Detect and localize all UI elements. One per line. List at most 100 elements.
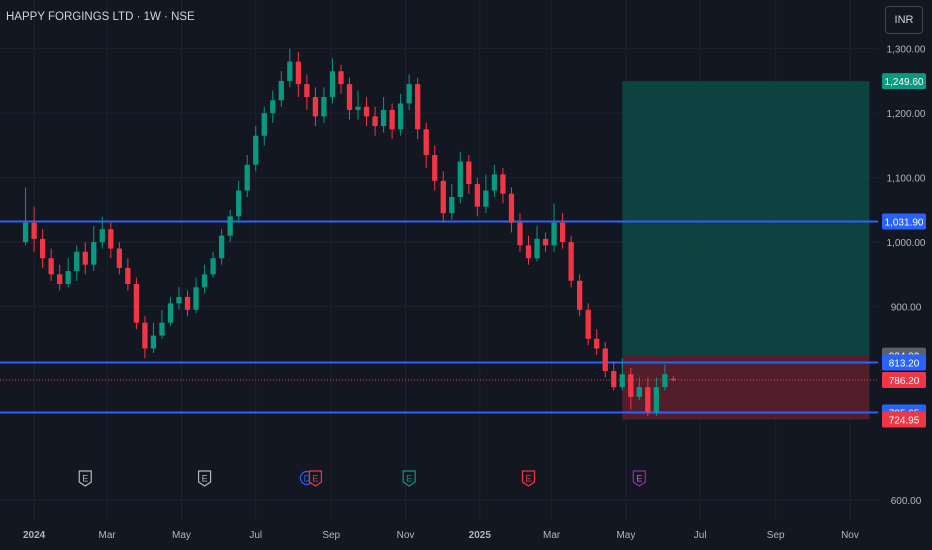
candle [397,93,404,136]
candle [491,164,498,197]
candle-body [201,274,208,288]
candle [329,58,336,104]
candle-body [466,161,472,185]
candle-body [74,251,80,272]
candle-body [474,184,481,207]
candle-body [108,229,114,249]
candle-body [184,296,191,310]
earnings-marker[interactable]: E [308,470,322,487]
candle-body [559,222,566,243]
candle [559,213,566,249]
event-letter: E [202,474,208,484]
price-label-box [882,213,926,230]
candle [82,242,88,275]
horizontal-lines[interactable] [0,220,878,414]
earnings-icon [308,470,322,487]
currency-button[interactable]: INR [885,6,923,34]
candle [500,167,506,204]
candle-body [57,274,63,285]
earnings-marker[interactable]: E [197,470,212,487]
candle [406,74,412,110]
candle-body [253,135,259,165]
candle [48,248,54,281]
candle [278,71,284,107]
candle [91,225,97,272]
earnings-marker[interactable]: E [402,470,416,487]
candle [201,264,208,294]
candle [602,342,608,378]
candle [193,277,199,314]
price-label-text: 1,249.60 [885,77,924,88]
candle-body [287,61,293,81]
profit-zone[interactable] [622,81,870,356]
candle [577,274,583,317]
x-tick-label: May [172,530,191,541]
candle-body [423,129,429,156]
candle-body [99,229,105,243]
candle-body [534,238,540,259]
candle [534,225,540,262]
y-tick-label: 1,300.00 [887,45,926,56]
candle-body [389,109,395,130]
x-tick-label: Jul [694,530,707,541]
candle-body [167,303,174,323]
candle-body [176,296,182,304]
candle-body [611,371,617,388]
price-axis[interactable]: 600.00 900.00 1,000.00 1,100.00 1,200.00 1,30… [887,45,926,507]
candle [253,126,259,172]
price-label-text: 1,031.90 [885,218,924,229]
price-label-text: 724.95 [889,415,920,426]
earnings-marker[interactable]: E [78,470,92,487]
candle-body [542,238,549,246]
event-letter: E [636,474,642,484]
candle-body [491,174,498,191]
candle-body [457,161,463,197]
candle [74,245,80,281]
candle-body [662,374,668,388]
candle [611,361,617,391]
candle-body [65,271,71,285]
event-letter: D [304,474,311,484]
candle [39,229,46,268]
candle [227,209,233,243]
candle-body [602,348,608,372]
time-axis[interactable]: 2024 Mar May Jul Sep Nov 2025 Mar May Jul Sep Nov [23,530,859,541]
stop-loss-zone[interactable] [622,355,870,420]
earnings-marker[interactable]: E [632,470,646,487]
price-label-line: 813.20 [882,354,926,371]
candle [670,376,677,382]
candle-body [312,97,319,117]
candle [636,377,642,401]
candle-body [645,387,651,413]
earnings-icon [402,470,416,487]
candle-body [304,84,310,98]
candle [346,77,353,120]
candle [423,122,429,168]
candle [389,103,395,139]
candle [653,377,660,417]
candle-body [82,251,88,265]
price-label-text: 786.20 [889,376,920,387]
earnings-marker[interactable]: E [521,470,536,487]
candle-body [670,378,677,381]
candle [542,232,549,252]
candle-body [22,222,29,243]
candle [261,106,267,146]
candle-body [295,61,301,85]
price-label-text: 813.20 [889,359,920,370]
candle-body [355,106,361,110]
candle [440,171,446,223]
candle [270,90,276,123]
candle [133,277,140,330]
candle [432,145,438,191]
price-label-line: 1,031.90 [882,213,926,230]
candle [338,64,344,94]
x-tick-label: Nov [841,530,859,541]
position-zones[interactable] [622,81,870,420]
x-tick-label: May [616,530,635,541]
y-tick-label: 1,000.00 [887,238,926,249]
candle-body [449,196,455,214]
candle [508,187,515,233]
